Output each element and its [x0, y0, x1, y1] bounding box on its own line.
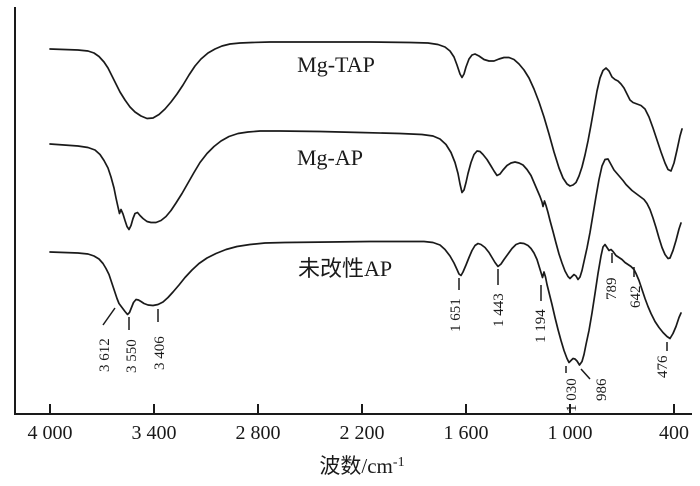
x-axis-tick-labels: 4 000 3 400 2 800 2 200 1 600 1 000 400 [28, 422, 690, 444]
peak-label-3550: 3 550 [124, 339, 140, 373]
peak-label-1443: 1 443 [491, 293, 507, 327]
leader-3612 [102, 307, 116, 326]
peak-label-3612: 3 612 [97, 338, 113, 372]
peak-label-476: 476 [655, 355, 671, 378]
x-axis-title: 波数/cm-1 [319, 454, 404, 478]
axes-frame [14, 7, 692, 415]
peak-label-3406: 3 406 [152, 336, 168, 370]
x-axis-title-superscript: -1 [393, 455, 405, 470]
peak-label-789: 789 [604, 278, 620, 301]
x-axis-title-base: 波数/cm [319, 454, 393, 478]
leader-986 [580, 368, 591, 380]
x-tick-label-1600: 1 600 [444, 422, 489, 444]
peak-label-1651: 1 651 [448, 298, 464, 332]
x-tick-label-3400: 3 400 [132, 422, 177, 444]
peak-label-1030: 1 030 [564, 378, 580, 412]
peak-label-1194: 1 194 [533, 309, 549, 343]
curve-label-mg-ap: Mg-AP [297, 145, 363, 170]
x-tick-label-1000: 1 000 [548, 422, 593, 444]
x-tick-label-2800: 2 800 [236, 422, 281, 444]
x-tick-label-2200: 2 200 [340, 422, 385, 444]
peak-labels: 3 612 3 550 3 406 1 651 1 443 1 194 1 03… [97, 278, 671, 413]
curve-unmodified-ap [49, 240, 682, 366]
peak-leader-lines [102, 253, 668, 380]
curve-label-mg-tap: Mg-TAP [297, 52, 375, 77]
peak-label-986: 986 [594, 378, 610, 401]
x-tick-label-400: 400 [659, 422, 689, 444]
curve-label-unmodified-ap: 未改性AP [298, 256, 392, 281]
curve-mg-ap [49, 130, 682, 281]
x-tick-label-4000: 4 000 [28, 422, 73, 444]
peak-label-642: 642 [628, 286, 644, 309]
x-axis-ticks [49, 404, 675, 413]
curve-mg-tap [49, 41, 683, 187]
